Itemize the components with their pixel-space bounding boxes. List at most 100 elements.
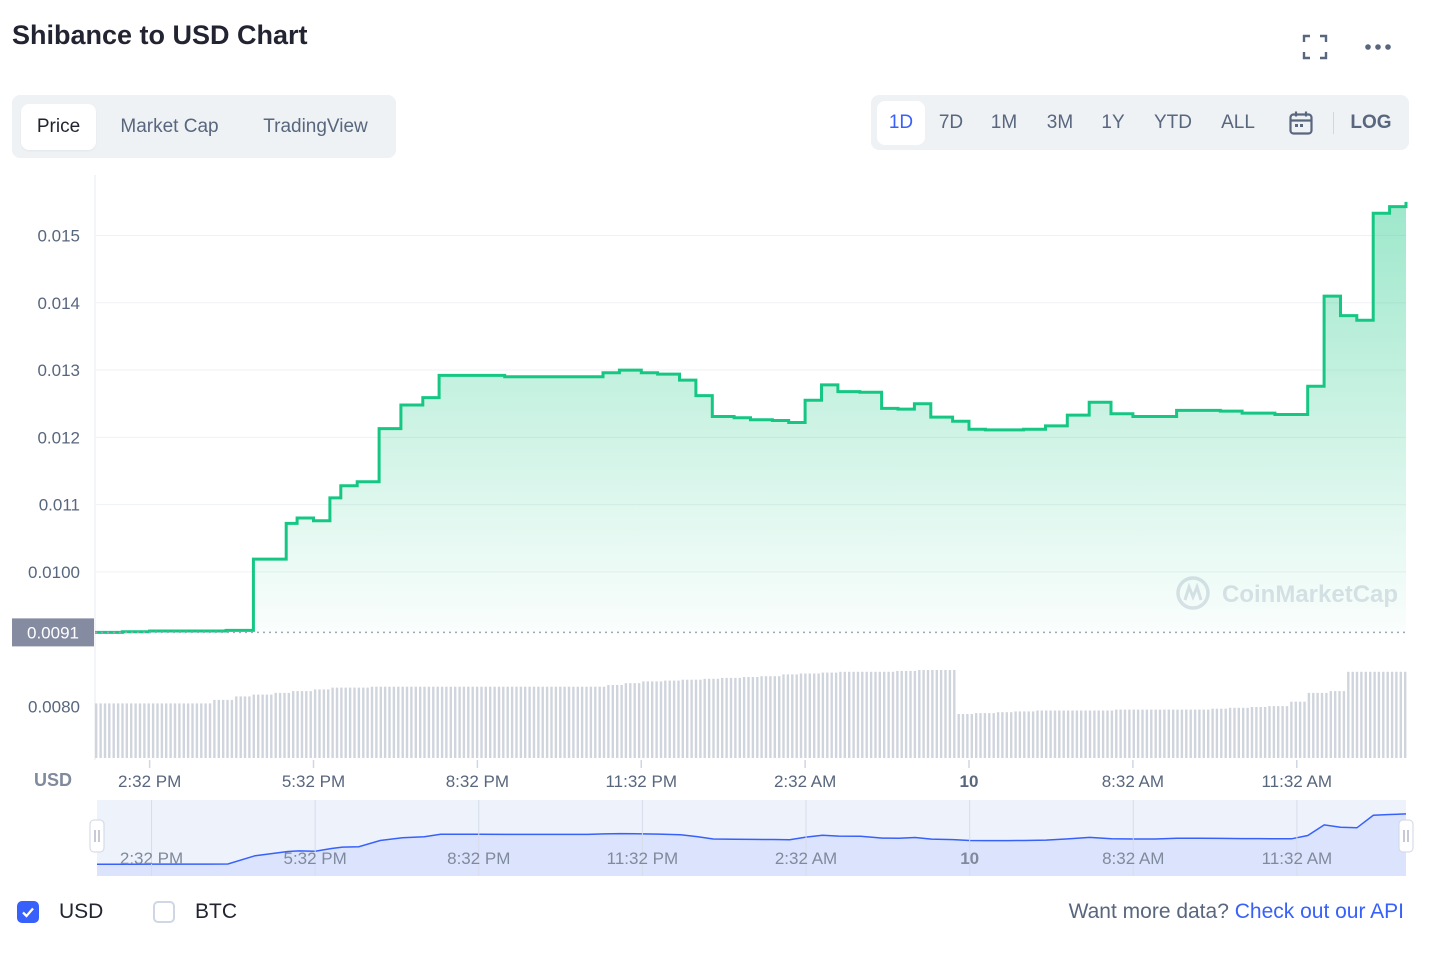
volume-bar bbox=[1325, 692, 1328, 758]
currency-usd-option[interactable]: USD bbox=[17, 900, 103, 924]
volume-bar bbox=[248, 696, 251, 758]
volume-bar bbox=[335, 687, 339, 758]
tab-tradingview[interactable]: TradingView bbox=[263, 116, 368, 137]
volume-bar bbox=[769, 676, 772, 758]
volume-bar bbox=[318, 689, 321, 758]
volume-bar bbox=[235, 696, 238, 758]
api-prefix: Want more data? bbox=[1068, 900, 1229, 923]
range-1y[interactable]: 1Y bbox=[1101, 112, 1125, 133]
volume-bar bbox=[1320, 692, 1324, 758]
volume-bar bbox=[1351, 671, 1354, 758]
y-tick-label: 0.0080 bbox=[28, 697, 80, 716]
volume-bar bbox=[1045, 710, 1048, 758]
price-chart[interactable]: CoinMarketCap 0.0091 0.0150.0140.0130.01… bbox=[0, 170, 1446, 890]
range-ytd[interactable]: YTD bbox=[1154, 112, 1192, 133]
volume-bar bbox=[1189, 709, 1192, 758]
volume-bar bbox=[427, 686, 431, 758]
volume-bar bbox=[1268, 706, 1271, 758]
volume-bar bbox=[707, 678, 711, 758]
volume-bar bbox=[292, 691, 295, 758]
log-scale-toggle[interactable]: LOG bbox=[1350, 112, 1392, 133]
volume-bar bbox=[1290, 701, 1293, 758]
volume-bar bbox=[283, 692, 286, 758]
calendar-icon[interactable] bbox=[1279, 101, 1323, 145]
range-1m[interactable]: 1M bbox=[990, 112, 1018, 133]
volume-bar bbox=[738, 677, 741, 758]
range-all[interactable]: ALL bbox=[1221, 112, 1255, 133]
volume-bar bbox=[1115, 709, 1118, 758]
volume-bar bbox=[721, 677, 724, 758]
volume-bar bbox=[156, 703, 159, 758]
volume-bar bbox=[366, 687, 369, 758]
volume-bar bbox=[1031, 711, 1035, 758]
range-divider bbox=[1333, 112, 1334, 134]
volume-bar bbox=[510, 686, 514, 758]
volume-bar bbox=[953, 670, 956, 758]
volume-bar bbox=[913, 670, 917, 758]
btc-checkbox[interactable] bbox=[153, 901, 175, 923]
navigator-left-handle[interactable] bbox=[89, 819, 105, 853]
volume-bar bbox=[681, 679, 684, 758]
volume-bar bbox=[883, 671, 886, 758]
currency-btc-option[interactable]: BTC bbox=[153, 900, 237, 924]
volume-bar bbox=[331, 687, 334, 758]
volume-bar bbox=[454, 686, 457, 758]
volume-bar bbox=[125, 703, 128, 758]
volume-bar bbox=[1049, 710, 1052, 758]
volume-bar bbox=[878, 671, 881, 758]
volume-bar bbox=[935, 670, 938, 758]
range-3m[interactable]: 3M bbox=[1046, 112, 1074, 133]
volume-bar bbox=[226, 699, 229, 758]
y-tick-label: 0.012 bbox=[37, 428, 80, 447]
volume-bar bbox=[589, 686, 593, 758]
volume-bar bbox=[388, 686, 391, 758]
tab-price[interactable]: Price bbox=[21, 104, 96, 150]
volume-bar bbox=[979, 713, 982, 758]
volume-bar bbox=[195, 703, 199, 758]
navigator-tick-label: 2:32 AM bbox=[775, 849, 837, 868]
range-1d[interactable]: 1D bbox=[877, 101, 925, 145]
volume-bar bbox=[362, 687, 365, 758]
volume-bar bbox=[147, 703, 150, 758]
volume-bar bbox=[996, 712, 1000, 758]
volume-bar bbox=[975, 713, 978, 758]
volume-bar bbox=[1404, 671, 1407, 758]
volume-bar bbox=[554, 686, 558, 758]
volume-bar bbox=[563, 686, 566, 758]
volume-bar bbox=[252, 694, 255, 758]
volume-bar bbox=[572, 686, 575, 758]
usd-checkbox[interactable] bbox=[17, 901, 39, 923]
range-navigator[interactable]: 2:32 PM 5:32 PM 8:32 PM 11:32 PM 2:32 AM 10 8:… bbox=[89, 800, 1414, 876]
more-icon[interactable] bbox=[1360, 29, 1396, 65]
volume-bar bbox=[1215, 708, 1219, 758]
volume-bar bbox=[300, 691, 304, 758]
volume-bar bbox=[1154, 709, 1157, 758]
volume-bar bbox=[1145, 709, 1149, 758]
navigator-right-handle[interactable] bbox=[1398, 819, 1414, 853]
volume-bar bbox=[602, 686, 606, 758]
volume-bar bbox=[1066, 710, 1070, 758]
volume-bar bbox=[1277, 706, 1280, 758]
api-link[interactable]: Check out our API bbox=[1234, 900, 1404, 923]
volume-bar bbox=[1132, 709, 1135, 758]
volume-bar bbox=[489, 686, 492, 758]
volume-bar bbox=[624, 683, 628, 758]
volume-bar bbox=[760, 676, 763, 758]
volume-bar bbox=[1198, 709, 1201, 758]
volume-bar bbox=[1023, 711, 1026, 758]
fullscreen-icon[interactable] bbox=[1297, 29, 1333, 65]
volume-bar bbox=[222, 699, 225, 758]
volume-bar bbox=[423, 686, 426, 758]
volume-bar bbox=[1246, 707, 1249, 758]
volume-bar bbox=[405, 686, 409, 758]
volume-bar bbox=[751, 677, 755, 758]
volume-bar bbox=[734, 677, 737, 758]
volume-bar bbox=[904, 670, 908, 758]
tab-market-cap[interactable]: Market Cap bbox=[120, 116, 219, 137]
volume-bar bbox=[239, 696, 242, 758]
volume-bar bbox=[655, 681, 658, 758]
volume-bar bbox=[265, 694, 269, 758]
volume-bar bbox=[585, 686, 588, 758]
x-tick-label: 8:32 AM bbox=[1102, 772, 1164, 791]
range-7d[interactable]: 7D bbox=[938, 112, 964, 133]
